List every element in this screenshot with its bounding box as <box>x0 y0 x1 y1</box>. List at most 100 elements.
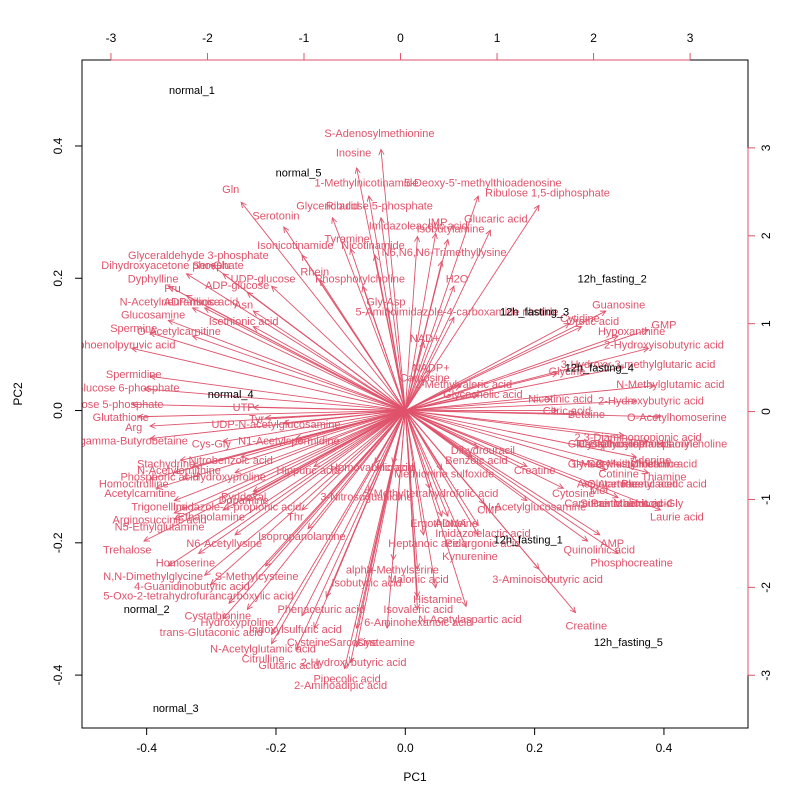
variable-arrow <box>271 410 406 644</box>
variable-arrow <box>222 410 406 511</box>
arrow-head <box>569 606 577 614</box>
variable-label: Cytidine <box>560 313 600 325</box>
arrow-head <box>473 195 480 203</box>
variable-label: Carnitine <box>564 498 608 510</box>
arrow-head <box>385 306 391 314</box>
arrow-head <box>569 410 577 417</box>
arrow-head <box>210 578 217 586</box>
arrow-head <box>654 505 662 511</box>
variable-arrow <box>247 292 406 411</box>
variable-label: Serotonin <box>252 210 299 222</box>
variable-label: Gly-Asp <box>366 296 405 308</box>
variable-arrow <box>301 410 406 616</box>
right-tick-label: -3 <box>759 670 773 681</box>
right-tick-label: -1 <box>759 494 773 505</box>
variable-label: 4-Hydroxyproline <box>183 472 266 484</box>
arrow-head <box>167 560 175 567</box>
arrow-head <box>630 453 638 460</box>
variable-arrow <box>247 410 406 502</box>
variable-label: Homoserine <box>156 558 215 570</box>
variable-label: Trigonelline <box>131 501 187 513</box>
arrow-head <box>575 326 583 332</box>
variable-label: Quinolinic acid <box>564 544 636 556</box>
variable-label: N-Acetylglutamic acid <box>210 644 316 656</box>
variable-arrow <box>405 410 607 471</box>
arrow-head <box>453 385 461 391</box>
variable-arrow <box>204 410 406 576</box>
sample-label: 12h_fasting_2 <box>578 273 647 285</box>
arrow-head <box>301 504 308 511</box>
variable-label: Urocanic acid <box>631 458 698 470</box>
variable-arrow <box>234 410 406 474</box>
variable-label: N6-Acetyllysine <box>186 538 262 550</box>
x-tick-label: 0.0 <box>397 741 414 755</box>
variable-arrow <box>404 410 418 610</box>
variable-label: Isethionic acid <box>209 316 279 328</box>
variable-arrow <box>405 410 619 554</box>
variable-label: N-Acetylornithine <box>137 465 221 477</box>
variable-label: Betaine <box>568 409 605 421</box>
variable-label: Trehalose <box>103 544 152 556</box>
arrow-head <box>612 548 619 555</box>
arrow-head <box>191 334 199 341</box>
variable-label: Cotinine <box>598 468 638 480</box>
variable-label: 2,3-Diaminopropionic acid <box>574 432 701 444</box>
variable-arrow <box>313 410 406 629</box>
arrow-head <box>246 291 254 298</box>
arrow-head <box>246 495 254 502</box>
top-tick-label: -2 <box>202 31 213 45</box>
variable-label: Uric acid <box>371 462 414 474</box>
variable-arrow <box>405 326 582 411</box>
variable-label: Ribulose 5-phosphate <box>326 201 433 213</box>
variable-arrow <box>404 410 424 535</box>
variable-label: Tyr <box>249 413 265 425</box>
variable-label: Acetoacetic acid <box>598 478 678 490</box>
arrow-head <box>240 201 247 209</box>
arrow-head <box>264 414 272 421</box>
variable-label: Rhein <box>300 267 329 279</box>
variable-arrow <box>204 307 406 411</box>
arrow-head <box>209 263 217 270</box>
variable-label: Pipecolic acid <box>313 673 380 685</box>
variable-arrow <box>405 335 619 411</box>
variable-label: Indoxylsulfuric acid <box>249 624 342 636</box>
variable-arrow <box>174 410 406 502</box>
variable-arrow <box>404 233 437 411</box>
variable-label: trans-Glutaconic acid <box>160 627 263 639</box>
variable-label: N6,N6,N6-Trimethyllysine <box>382 247 507 259</box>
variable-label: Met <box>590 485 608 497</box>
arrow-head <box>222 612 229 620</box>
arrow-head <box>472 442 480 449</box>
variable-label: Nitrobenzoic acid <box>189 455 273 467</box>
variable-label: N5-Ethylglutamine <box>115 521 205 533</box>
variable-arrow <box>405 329 649 411</box>
x-tick-label: -0.4 <box>136 741 157 755</box>
variable-arrow <box>186 295 406 411</box>
arrow-head <box>648 383 656 390</box>
arrow-head <box>203 307 211 314</box>
arrow-head <box>130 401 138 408</box>
arrow-head <box>443 238 450 246</box>
variable-arrow <box>404 410 443 517</box>
right-tick-label: 2 <box>759 232 773 239</box>
arrow-head <box>149 474 157 481</box>
variable-arrow <box>319 279 406 411</box>
variable-label: Arginosuccinic acid <box>113 515 207 527</box>
variable-label: N-Acetylglucosamine <box>483 501 586 513</box>
arrow-head <box>472 393 480 400</box>
variable-label: Carnosine <box>400 372 450 384</box>
variable-arrow <box>174 410 406 520</box>
variable-arrow <box>168 410 406 567</box>
variable-label: Pelargonic acid <box>445 538 520 550</box>
variable-arrow <box>271 285 406 411</box>
sample-label: normal_4 <box>208 389 254 401</box>
variable-label: Malic acid <box>614 498 663 510</box>
arrow-head <box>148 434 156 441</box>
y-tick-label: 0.2 <box>51 270 65 287</box>
variable-label: Glyceric acid <box>296 201 359 213</box>
variable-label: S-Adenosylmethionine <box>324 128 434 140</box>
variable-label: Dopamine <box>219 495 269 507</box>
variable-arrow <box>149 332 406 411</box>
variable-arrow <box>404 410 576 613</box>
